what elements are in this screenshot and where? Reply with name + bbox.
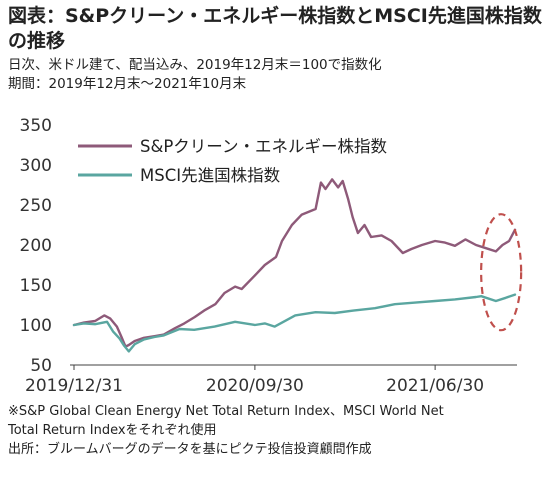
footnote-2: Total Return Indexをそれぞれ使用: [8, 423, 217, 438]
series-line-msci-world: [72, 293, 517, 353]
y-tick-label: 250: [20, 196, 52, 216]
y-tick-label: 150: [20, 276, 52, 296]
x-tick-label: 2020/09/30: [206, 376, 304, 396]
series-lines: [72, 178, 517, 353]
line-chart: 50 100 150 200 250 300 350 2019/12/31 2020/09/30…: [20, 116, 523, 396]
subtitle-line-1: 日次、米ドル建て、配当込み、2019年12月末＝100で指数化: [8, 57, 382, 73]
legend-label: MSCI先進国株指数: [140, 166, 281, 185]
footnote-1: ※S&P Global Clean Energy Net Total Retur…: [8, 404, 444, 419]
y-tick-label: 50: [30, 356, 52, 376]
x-tick-label: 2019/12/31: [25, 376, 123, 396]
series-line-clean-energy: [72, 178, 517, 348]
footnotes: ※S&P Global Clean Energy Net Total Retur…: [8, 402, 548, 459]
legend: S&Pクリーン・エネルギー株指数 MSCI先進国株指数: [78, 137, 387, 185]
legend-label: S&Pクリーン・エネルギー株指数: [140, 137, 387, 156]
x-tick-label: 2021/06/30: [386, 376, 484, 396]
subtitle-line-2: 期間：2019年12月末～2021年10月末: [8, 76, 247, 92]
y-tick-label: 350: [20, 116, 52, 136]
y-tick-label: 100: [20, 316, 52, 336]
highlight-ellipse: [480, 213, 523, 332]
chart-title: 図表：S&Pクリーン・エネルギー株指数とMSCI先進国株指数の推移: [8, 5, 542, 52]
chart-subtitle: 日次、米ドル建て、配当込み、2019年12月末＝100で指数化 期間：2019年…: [8, 56, 382, 94]
footnote-source: 出所：ブルームバーグのデータを基にピクテ投信投資顧問作成: [8, 442, 372, 457]
y-tick-label: 300: [20, 156, 52, 176]
axes: 50 100 150 200 250 300 350 2019/12/31 2020/09/30…: [20, 116, 517, 396]
annotation: [480, 213, 523, 332]
y-tick-label: 200: [20, 236, 52, 256]
